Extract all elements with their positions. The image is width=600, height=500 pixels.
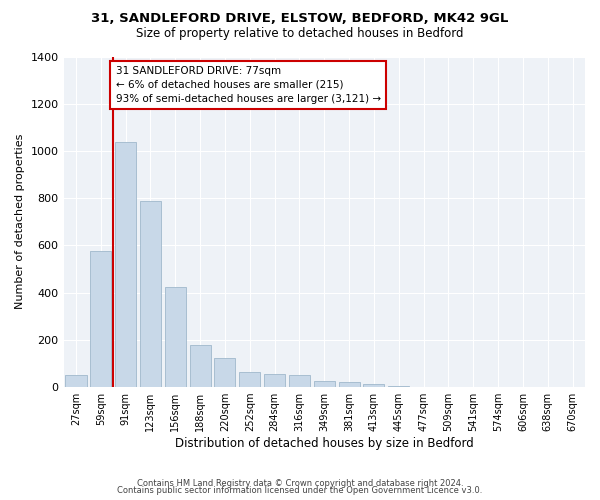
Text: 31 SANDLEFORD DRIVE: 77sqm
← 6% of detached houses are smaller (215)
93% of semi: 31 SANDLEFORD DRIVE: 77sqm ← 6% of detac…	[116, 66, 381, 104]
Bar	[314, 381, 335, 387]
Bar	[65, 376, 86, 387]
Text: Size of property relative to detached houses in Bedford: Size of property relative to detached ho…	[136, 28, 464, 40]
Text: Contains HM Land Registry data © Crown copyright and database right 2024.: Contains HM Land Registry data © Crown c…	[137, 478, 463, 488]
Bar	[165, 286, 186, 387]
Bar	[338, 382, 359, 387]
Bar	[214, 358, 235, 387]
Y-axis label: Number of detached properties: Number of detached properties	[15, 134, 25, 310]
Bar	[190, 344, 211, 387]
Bar	[388, 386, 409, 387]
Bar	[115, 142, 136, 387]
Text: Contains public sector information licensed under the Open Government Licence v3: Contains public sector information licen…	[118, 486, 482, 495]
Bar	[364, 384, 385, 387]
Bar	[90, 252, 112, 387]
Bar	[289, 376, 310, 387]
Text: 31, SANDLEFORD DRIVE, ELSTOW, BEDFORD, MK42 9GL: 31, SANDLEFORD DRIVE, ELSTOW, BEDFORD, M…	[91, 12, 509, 26]
Bar	[239, 372, 260, 387]
X-axis label: Distribution of detached houses by size in Bedford: Distribution of detached houses by size …	[175, 437, 473, 450]
Bar	[264, 374, 285, 387]
Bar	[140, 200, 161, 387]
